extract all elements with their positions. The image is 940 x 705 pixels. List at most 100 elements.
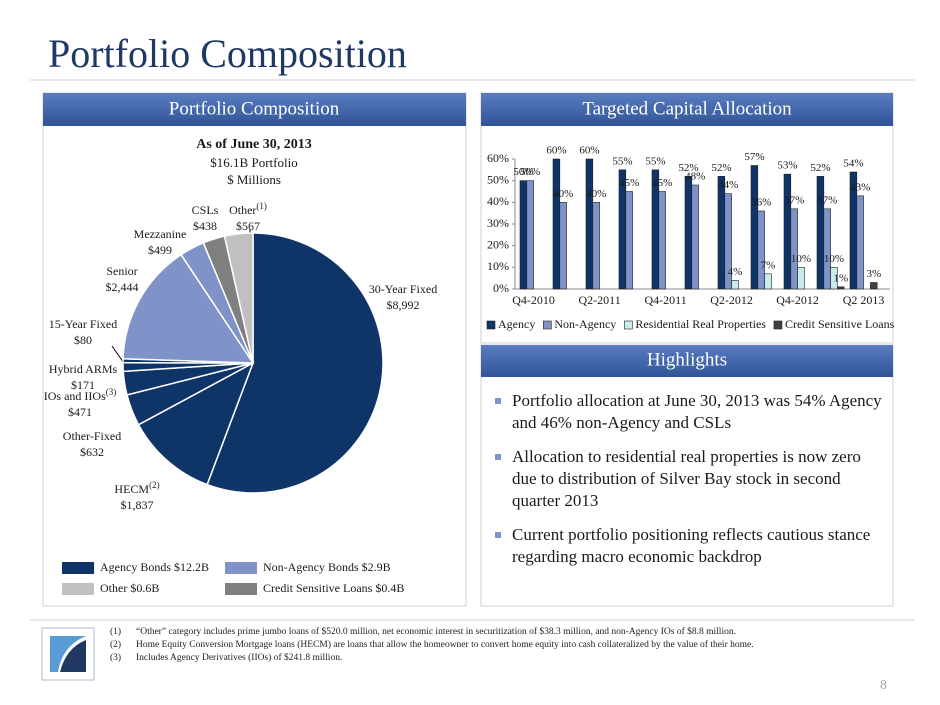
slide-title: Portfolio Composition <box>48 31 407 76</box>
slice-name: Senior <box>106 264 137 278</box>
slice-name: Mezzanine <box>134 227 187 241</box>
pie-slice <box>206 232 384 494</box>
data-label: 37% <box>817 194 837 206</box>
data-label: 57% <box>744 151 764 163</box>
data-label: 55% <box>612 155 632 167</box>
footnotes: (1) “Other” category includes prime jumbo… <box>110 626 890 665</box>
footnote: (3) Includes Agency Derivatives (IIOs) of… <box>110 652 890 665</box>
bar <box>691 184 699 290</box>
slice-name: CSLs <box>192 203 219 217</box>
bar <box>783 173 792 290</box>
slice-label: 15-Year Fixed <box>49 317 117 331</box>
legend-swatch <box>773 320 783 330</box>
data-label: 50% <box>520 166 540 178</box>
slice-note: (1) <box>256 201 267 211</box>
legend-swatch <box>62 583 94 595</box>
data-label: 53% <box>777 160 797 172</box>
slice-value: $80 <box>74 333 92 347</box>
x-tick-label: Q2-2011 <box>578 293 620 307</box>
x-tick-label: Q4-2012 <box>776 293 819 307</box>
data-label: 43% <box>850 181 870 193</box>
slice-label: Hybrid ARMs <box>49 362 118 376</box>
data-label: 45% <box>619 177 639 189</box>
slice-name: Other <box>229 203 256 217</box>
slice-name: 15-Year Fixed <box>49 317 117 331</box>
panel-title: Highlights <box>647 349 727 370</box>
footnote-number: (3) <box>110 653 122 663</box>
slice-value: $171 <box>71 378 95 392</box>
slice-value: $438 <box>193 219 217 233</box>
data-label: 52% <box>711 162 731 174</box>
bar <box>816 176 825 290</box>
bar <box>585 158 594 290</box>
slice-name: HECM <box>114 482 149 496</box>
bar <box>519 180 528 290</box>
data-label: 60% <box>579 145 599 157</box>
y-tick-label: 30% <box>487 216 509 230</box>
slice-note: (2) <box>149 480 160 490</box>
x-tick-label: Q4-2011 <box>644 293 686 307</box>
x-tick-label: Q4-2010 <box>512 293 555 307</box>
legend-swatch <box>543 320 552 330</box>
highlight-item: Current portfolio positioning reflects c… <box>492 524 887 568</box>
legend-label: Credit Sensitive Loans <box>785 317 895 331</box>
bar <box>559 202 567 290</box>
highlight-item: Allocation to residential real propertie… <box>492 446 887 512</box>
data-label: 36% <box>751 197 771 209</box>
y-tick-label: 40% <box>487 194 509 208</box>
bar <box>724 193 732 290</box>
data-label: 40% <box>586 188 606 200</box>
slice-label: CSLs <box>192 203 219 217</box>
data-label: 52% <box>810 162 830 174</box>
slice-label: Mezzanine <box>134 227 187 241</box>
bar <box>757 210 765 290</box>
slice-name: Hybrid ARMs <box>49 362 118 376</box>
legend-swatch <box>62 562 94 574</box>
legend-label: Credit Sensitive Loans $0.4B <box>263 581 404 595</box>
slice-label: IOs and IIOs(3) <box>44 387 117 403</box>
bar <box>830 267 838 290</box>
slice-name: IOs and IIOs <box>44 389 106 403</box>
footnote-number: (2) <box>110 640 122 650</box>
legend-label: Agency Bonds $12.2B <box>100 560 209 574</box>
bar <box>856 195 864 290</box>
y-tick-label: 20% <box>487 237 509 251</box>
y-tick-label: 50% <box>487 172 509 186</box>
x-tick-label: Q2-2012 <box>710 293 753 307</box>
bar <box>750 165 759 290</box>
footnote-text: Home Equity Conversion Mortgage loans (H… <box>136 640 754 650</box>
data-label: 54% <box>843 158 863 170</box>
bar <box>625 191 633 290</box>
legend-swatch <box>624 320 633 330</box>
page-number: 8 <box>880 678 887 693</box>
data-label: 60% <box>546 145 566 157</box>
data-label: 50% <box>513 166 533 178</box>
bar <box>552 158 561 290</box>
bar <box>764 273 772 290</box>
slice-value: $8,992 <box>387 298 420 312</box>
slice-value: $471 <box>68 405 92 419</box>
data-label: 4% <box>728 266 743 278</box>
bar <box>797 267 805 290</box>
pie-subtitle: $16.1B Portfolio <box>210 155 297 170</box>
legend-label: Non-Agency Bonds $2.9B <box>263 560 391 574</box>
slice-label: 30-Year Fixed <box>369 282 437 296</box>
slice-label: Other(1) <box>229 201 267 217</box>
slice-label: HECM(2) <box>114 480 159 496</box>
slice-value: $632 <box>80 445 104 459</box>
bar <box>684 176 693 290</box>
y-tick-label: 60% <box>487 151 509 165</box>
bar <box>658 191 666 290</box>
data-label: 10% <box>791 253 811 265</box>
footnote-text: “Other” category includes prime jumbo lo… <box>136 627 736 637</box>
slice-value: $2,444 <box>106 280 139 294</box>
slice-value: $567 <box>236 219 260 233</box>
data-label: 37% <box>784 194 804 206</box>
highlights: Portfolio allocation at June 30, 2013 wa… <box>492 390 887 580</box>
bar <box>790 208 798 290</box>
highlights-panel <box>480 344 894 607</box>
legend-label: Non-Agency <box>554 317 616 331</box>
highlight-item: Portfolio allocation at June 30, 2013 wa… <box>492 390 887 434</box>
